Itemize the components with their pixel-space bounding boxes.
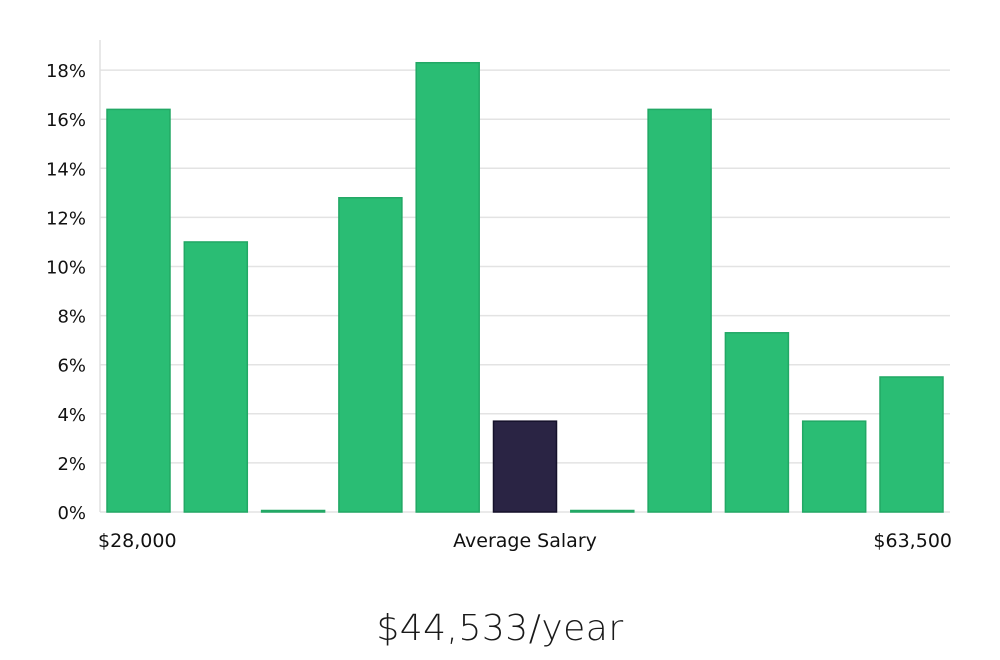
y-tick-label: 8%: [57, 307, 86, 328]
salary-histogram: 0% 2% 4% 6% 8% 10% 12% 14% 16% 18% $28,000 Averag…: [46, 40, 952, 552]
y-tick-label: 2%: [57, 454, 86, 475]
bar: [183, 241, 249, 513]
bar: [570, 509, 635, 513]
y-tick-label: 14%: [46, 159, 86, 180]
y-tick-label: 10%: [46, 258, 86, 279]
bar-highlighted: [492, 420, 558, 513]
y-axis-ticks: 0% 2% 4% 6% 8% 10% 12% 14% 16% 18%: [46, 61, 86, 524]
bars: [106, 61, 944, 513]
bar: [724, 332, 790, 513]
y-tick-label: 4%: [57, 405, 86, 426]
bar: [647, 108, 712, 513]
x-end-label: $63,500: [873, 530, 952, 552]
bar: [338, 197, 403, 513]
y-tick-label: 0%: [57, 503, 86, 524]
x-axis-title: Average Salary: [453, 530, 597, 552]
y-tick-label: 16%: [46, 110, 86, 131]
bar: [879, 376, 944, 513]
average-salary-caption: $44,533/year: [376, 608, 624, 649]
bar: [260, 509, 326, 513]
y-tick-label: 6%: [57, 356, 86, 377]
y-tick-label: 12%: [46, 208, 86, 229]
x-start-label: $28,000: [98, 530, 177, 552]
y-tick-label: 18%: [46, 61, 86, 82]
bar: [801, 420, 867, 513]
bar: [106, 108, 171, 513]
bar: [415, 61, 480, 513]
